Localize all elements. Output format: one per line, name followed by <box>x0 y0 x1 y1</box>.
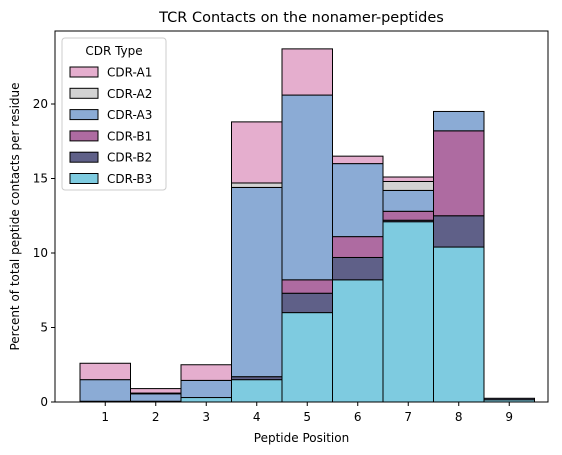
bars-layer <box>79 48 535 403</box>
bar-segment-cdr-a3-pos-2 <box>130 393 182 402</box>
y-tick-label: 15 <box>33 172 48 186</box>
y-tick-label: 20 <box>33 97 48 111</box>
legend-swatch-cdr-b1 <box>69 130 99 142</box>
bar-segment-cdr-a1-pos-2 <box>130 388 182 394</box>
x-axis-label: Peptide Position <box>254 431 349 445</box>
x-tick-label: 7 <box>404 410 412 424</box>
bar-segment-cdr-b3-pos-5 <box>281 312 333 403</box>
bar-segment-cdr-a2-pos-7 <box>382 180 434 191</box>
x-tick-label: 4 <box>253 410 261 424</box>
bar-segment-cdr-b3-pos-3 <box>180 397 232 403</box>
legend-swatch-cdr-a2 <box>69 87 99 99</box>
bar-segment-cdr-b1-pos-6 <box>332 236 384 258</box>
bar-segment-cdr-b1-pos-8 <box>433 130 485 217</box>
bar-segment-cdr-a1-pos-1 <box>79 362 131 381</box>
bar-segment-cdr-b1-pos-5 <box>281 279 333 294</box>
bar-segment-cdr-a3-pos-3 <box>180 379 232 399</box>
bar-segment-cdr-a1-pos-7 <box>382 176 434 182</box>
bar-segment-cdr-a3-pos-8 <box>433 110 485 132</box>
bar-segment-cdr-b3-pos-4 <box>231 379 283 403</box>
legend-label-cdr-b1: CDR-B1 <box>107 129 152 143</box>
y-tick-label: 5 <box>40 321 48 335</box>
x-axis: 1 2 3 4 5 6 7 8 9 <box>101 402 513 424</box>
chart-title: TCR Contacts on the nonamer-peptides <box>158 10 444 26</box>
legend-swatch-cdr-a1 <box>69 66 99 78</box>
x-tick-label: 5 <box>303 410 311 424</box>
x-tick-label: 2 <box>152 410 160 424</box>
bar-segment-cdr-b2-pos-8 <box>433 215 485 248</box>
x-tick-label: 9 <box>505 410 513 424</box>
bar-segment-cdr-a2-pos-4 <box>231 182 283 188</box>
y-tick-label: 10 <box>33 246 48 260</box>
bar-segment-cdr-a1-pos-3 <box>180 364 232 381</box>
bar-segment-cdr-b2-pos-6 <box>332 256 384 281</box>
bar-segment-cdr-b3-pos-6 <box>332 279 384 403</box>
legend-title: CDR Type <box>85 44 142 58</box>
y-tick-label: 0 <box>40 395 48 409</box>
legend-swatch-cdr-b2 <box>69 151 99 163</box>
bar-segment-cdr-b2-pos-9 <box>483 397 535 401</box>
legend-swatch-cdr-b3 <box>69 173 99 184</box>
bar-segment-cdr-a3-pos-5 <box>281 94 333 281</box>
bar-segment-cdr-b3-pos-7 <box>382 221 434 403</box>
legend-label-cdr-a3: CDR-A3 <box>107 108 152 122</box>
x-tick-label: 3 <box>202 410 210 424</box>
bar-segment-cdr-a3-pos-4 <box>231 186 283 378</box>
bar-segment-cdr-a1-pos-6 <box>332 155 384 165</box>
legend-label-cdr-b2: CDR-B2 <box>107 151 152 165</box>
legend-swatch-cdr-a3 <box>69 109 99 121</box>
bar-segment-cdr-b2-pos-5 <box>281 292 333 314</box>
x-tick-label: 6 <box>354 410 362 424</box>
x-tick-label: 1 <box>101 410 109 424</box>
bar-segment-cdr-a3-pos-6 <box>332 163 384 238</box>
bar-segment-cdr-a1-pos-5 <box>281 48 333 96</box>
legend-label-cdr-b3: CDR-B3 <box>107 172 152 186</box>
legend-label-cdr-a1: CDR-A1 <box>107 66 152 80</box>
bar-segment-cdr-b1-pos-7 <box>382 210 434 221</box>
legend: CDR Type CDR-A1 CDR-A2 CDR-A3 CDR-B1 CDR-B2 CD… <box>61 37 167 191</box>
bar-segment-cdr-b3-pos-8 <box>433 246 485 403</box>
y-axis: 0 5 10 15 20 <box>33 97 55 409</box>
bar-segment-cdr-a1-pos-4 <box>231 121 283 184</box>
x-tick-label: 8 <box>455 410 463 424</box>
legend-label-cdr-a2: CDR-A2 <box>107 87 152 101</box>
plot-frame <box>54 30 549 403</box>
bar-segment-cdr-a3-pos-1 <box>79 379 131 402</box>
y-axis-label: Percent of total peptide contacts per re… <box>8 82 22 350</box>
bar-segment-cdr-a3-pos-7 <box>382 189 434 212</box>
